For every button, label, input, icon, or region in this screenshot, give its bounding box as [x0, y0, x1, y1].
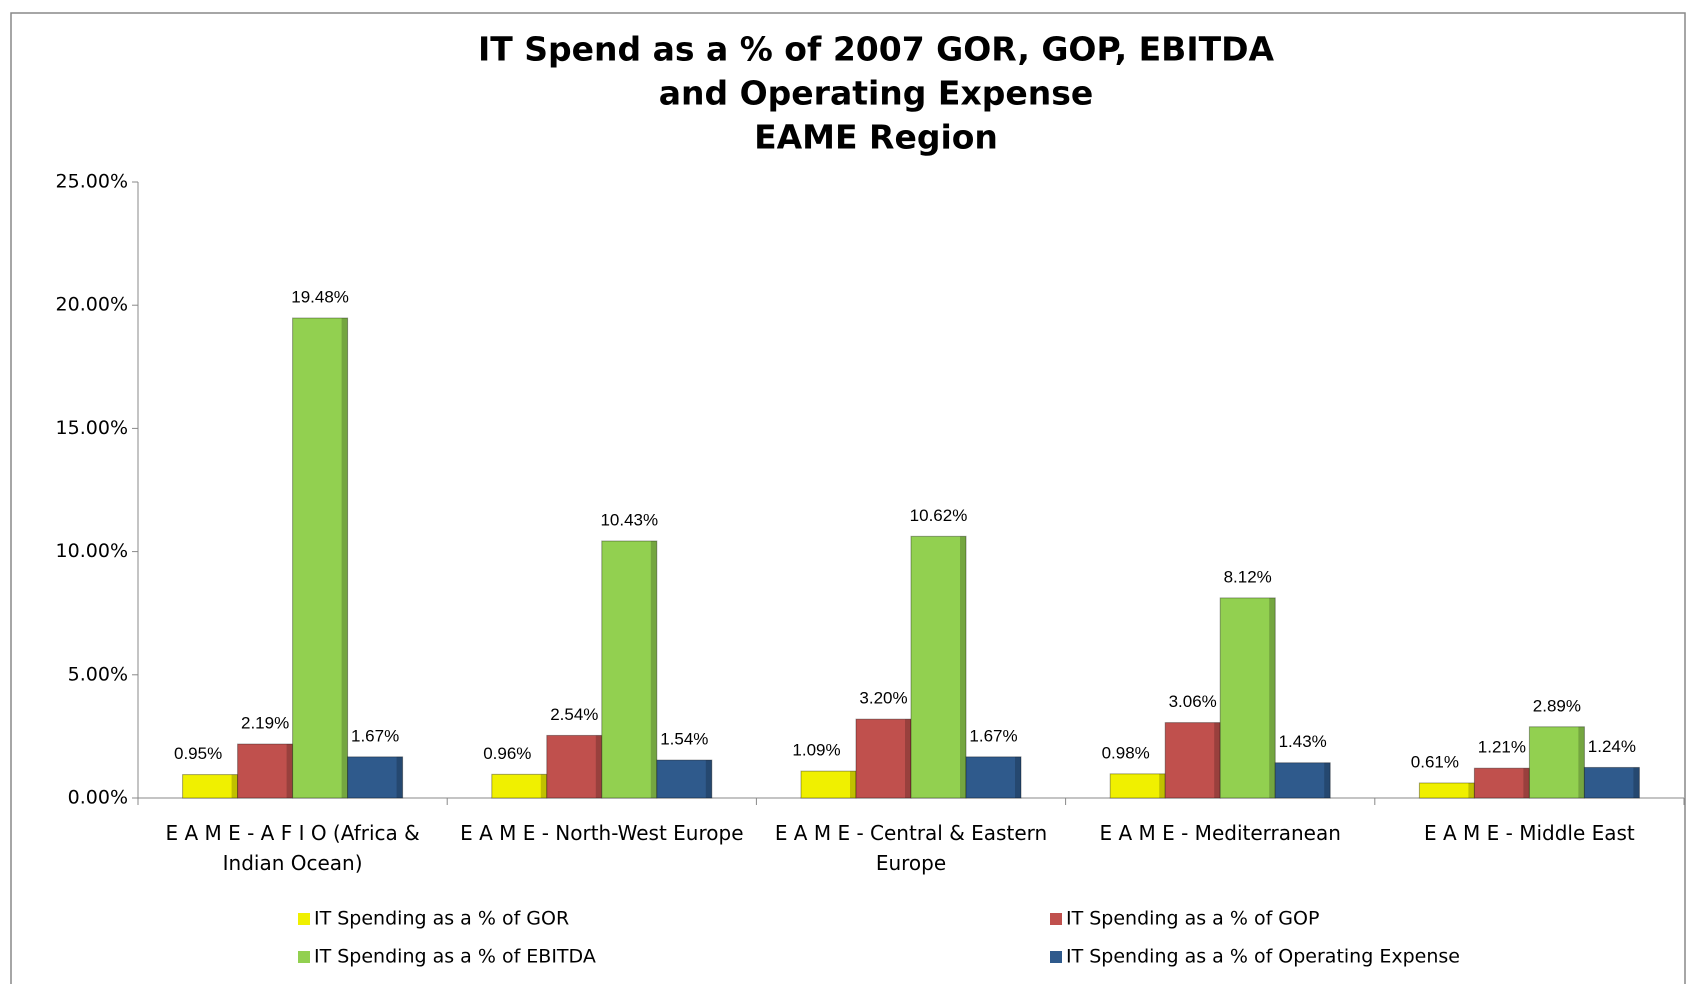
- value-label: 3.06%: [1169, 692, 1217, 711]
- bar-shade: [1633, 767, 1640, 798]
- value-label: 1.21%: [1478, 738, 1526, 757]
- value-label: 19.48%: [291, 287, 349, 306]
- bar-shade: [905, 719, 911, 798]
- value-label: 1.67%: [969, 726, 1017, 745]
- bar: [491, 773, 548, 799]
- value-label: 2.54%: [550, 705, 598, 724]
- bar-shade: [595, 735, 602, 798]
- value-label: 1.43%: [1279, 732, 1327, 751]
- bar: [656, 759, 713, 799]
- bar-shade: [1269, 597, 1276, 798]
- value-label: 2.19%: [241, 714, 289, 733]
- bar-shade: [341, 318, 348, 798]
- bar-shade: [540, 774, 547, 798]
- value-label: 1.54%: [660, 730, 708, 749]
- value-label: 2.89%: [1533, 696, 1581, 715]
- y-tick-label: 10.00%: [56, 540, 128, 562]
- value-label: 10.43%: [600, 510, 658, 529]
- chart-border: [10, 12, 1686, 984]
- bar: [546, 734, 603, 799]
- x-tick-label: E A M E - Central & Eastern Europe: [774, 821, 1048, 875]
- x-tick-label: E A M E - Middle East: [1423, 821, 1635, 845]
- legend-swatch: [1050, 913, 1062, 925]
- bar-shade: [960, 536, 966, 798]
- bar: [237, 743, 294, 799]
- bar-shade: [1159, 773, 1166, 798]
- bar: [1583, 766, 1640, 799]
- bar-shade: [1578, 726, 1585, 798]
- y-tick-label: 20.00%: [56, 294, 128, 316]
- bar: [855, 718, 912, 799]
- bar: [965, 756, 1022, 799]
- legend-label: IT Spending as a % of GOR: [314, 908, 569, 930]
- x-tick-label: E A M E - North-West Europe: [460, 821, 744, 845]
- bar-shade: [1324, 762, 1331, 798]
- y-tick-label: 15.00%: [56, 417, 128, 439]
- bar-shade: [850, 771, 856, 798]
- legend-label: IT Spending as a % of EBITDA: [314, 946, 596, 968]
- bar-shade: [286, 744, 293, 798]
- bar-shade: [705, 760, 712, 798]
- value-label: 8.12%: [1224, 567, 1272, 586]
- value-label: 1.24%: [1588, 737, 1636, 756]
- value-label: 10.62%: [910, 506, 968, 525]
- value-label: 0.95%: [174, 744, 222, 763]
- bar-shade: [231, 774, 238, 798]
- bar: [910, 535, 967, 799]
- x-tick-label: E A M E - A F I O (Africa & Indian Ocean…: [165, 821, 420, 875]
- legend-label: IT Spending as a % of Operating Expense: [1066, 946, 1460, 968]
- bar-shade: [650, 541, 657, 798]
- value-label: 0.61%: [1411, 752, 1459, 771]
- bar: [1109, 773, 1166, 799]
- value-label: 1.67%: [351, 726, 399, 745]
- value-label: 3.20%: [859, 689, 907, 708]
- value-label: 0.98%: [1102, 743, 1150, 762]
- bar: [292, 317, 349, 799]
- bar-shade: [1015, 756, 1021, 798]
- bar: [1164, 722, 1221, 799]
- bar-shade: [1214, 722, 1221, 798]
- y-tick-label: 0.00%: [68, 787, 128, 809]
- chart-title: EAME Region: [754, 118, 998, 157]
- bar: [347, 756, 404, 799]
- legend-swatch: [298, 913, 310, 925]
- bar: [182, 774, 239, 799]
- bar-shade: [1523, 768, 1530, 798]
- chart-title: and Operating Expense: [659, 74, 1094, 113]
- bar-shade: [1468, 782, 1475, 798]
- bar: [1528, 726, 1585, 799]
- legend-label: IT Spending as a % of GOP: [1066, 908, 1319, 930]
- bar: [1274, 762, 1331, 799]
- value-label: 0.96%: [483, 744, 531, 763]
- bar: [800, 770, 857, 799]
- bar: [1473, 767, 1530, 799]
- legend-swatch: [1050, 951, 1062, 963]
- chart-title: IT Spend as a % of 2007 GOR, GOP, EBITDA: [478, 30, 1275, 69]
- bar: [1418, 782, 1475, 799]
- bar: [1219, 597, 1276, 799]
- legend-swatch: [298, 951, 310, 963]
- y-tick-label: 5.00%: [68, 663, 128, 685]
- value-label: 1.09%: [792, 741, 840, 760]
- x-tick-label: E A M E - Mediterranean: [1099, 821, 1341, 845]
- y-tick-label: 25.00%: [56, 171, 128, 193]
- bar-shade: [396, 756, 403, 798]
- bar: [601, 540, 658, 799]
